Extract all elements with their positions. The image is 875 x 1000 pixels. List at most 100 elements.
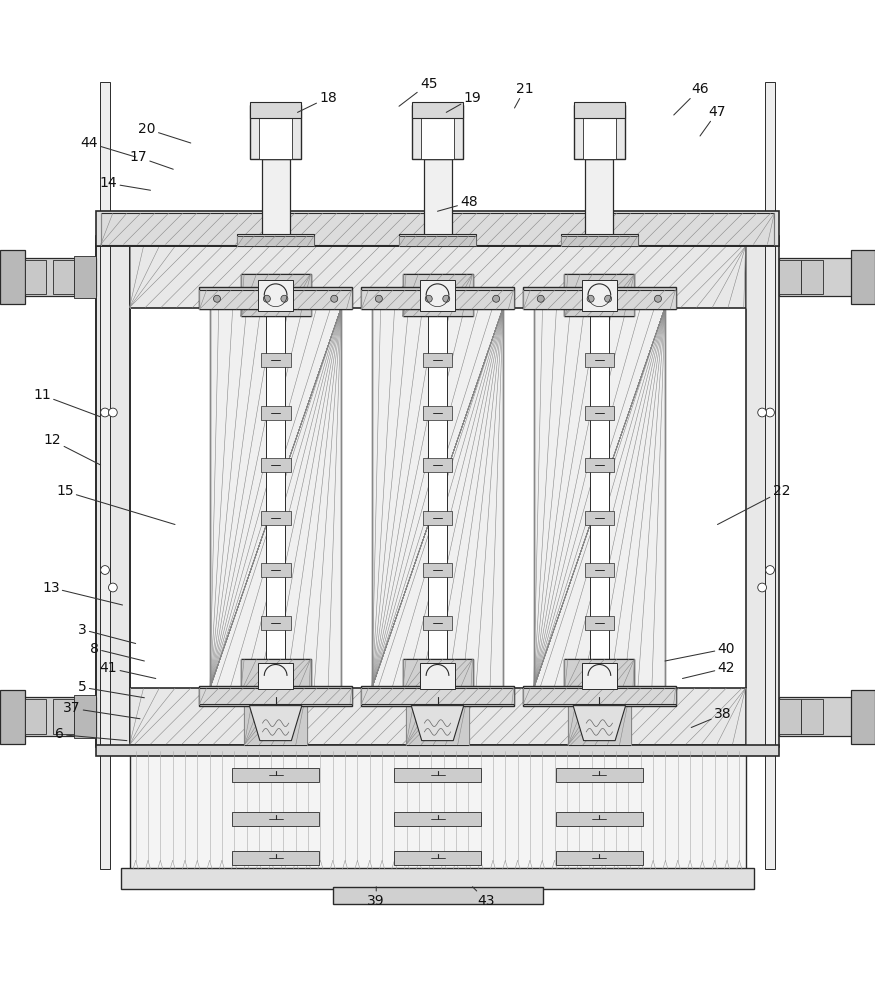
- Circle shape: [214, 295, 220, 302]
- Bar: [850, 250, 875, 304]
- Text: 39: 39: [368, 887, 385, 908]
- Bar: [130, 747, 746, 869]
- Bar: [584, 353, 614, 367]
- Circle shape: [537, 295, 544, 302]
- Bar: [412, 104, 463, 159]
- Bar: [394, 851, 481, 865]
- Bar: [52, 699, 74, 734]
- Text: 37: 37: [63, 701, 140, 719]
- Bar: [200, 287, 352, 309]
- Bar: [801, 699, 822, 734]
- Bar: [101, 213, 774, 244]
- Circle shape: [493, 295, 500, 302]
- Bar: [564, 274, 634, 316]
- Bar: [584, 458, 614, 472]
- Bar: [534, 308, 665, 688]
- Bar: [568, 688, 631, 745]
- Text: 48: 48: [438, 196, 478, 211]
- Bar: [746, 244, 779, 747]
- Bar: [96, 211, 779, 246]
- Circle shape: [766, 408, 774, 417]
- Bar: [232, 768, 319, 782]
- Bar: [428, 303, 447, 692]
- Text: 46: 46: [674, 82, 709, 115]
- Circle shape: [331, 295, 338, 302]
- Bar: [584, 563, 614, 577]
- Bar: [361, 287, 514, 309]
- Bar: [412, 102, 463, 118]
- Circle shape: [605, 295, 612, 302]
- Bar: [850, 690, 875, 744]
- Circle shape: [758, 583, 766, 592]
- Text: 19: 19: [446, 91, 481, 112]
- Bar: [421, 115, 454, 159]
- Text: 45: 45: [399, 77, 438, 106]
- Circle shape: [108, 408, 117, 417]
- Bar: [130, 246, 746, 308]
- Bar: [394, 768, 481, 782]
- Bar: [779, 699, 801, 734]
- Bar: [556, 812, 643, 826]
- Bar: [399, 234, 476, 246]
- Bar: [130, 688, 746, 745]
- Text: 18: 18: [298, 91, 337, 112]
- Bar: [332, 887, 542, 904]
- Text: 47: 47: [700, 104, 726, 136]
- Bar: [402, 274, 472, 316]
- Bar: [779, 258, 875, 296]
- Bar: [262, 159, 290, 236]
- Bar: [74, 695, 96, 738]
- Bar: [121, 867, 754, 888]
- Bar: [582, 663, 617, 689]
- Text: 3: 3: [78, 622, 136, 644]
- Bar: [241, 274, 311, 316]
- Bar: [423, 406, 452, 420]
- Text: 22: 22: [718, 484, 790, 524]
- Text: 5: 5: [78, 680, 144, 698]
- Bar: [96, 745, 779, 756]
- Bar: [237, 234, 314, 246]
- Bar: [564, 274, 634, 316]
- Bar: [250, 102, 301, 118]
- Bar: [523, 290, 676, 309]
- Bar: [372, 308, 503, 688]
- Bar: [779, 260, 801, 294]
- Bar: [584, 406, 614, 420]
- Bar: [0, 258, 96, 296]
- Bar: [582, 279, 617, 311]
- Bar: [241, 274, 311, 316]
- Bar: [100, 82, 110, 869]
- Circle shape: [587, 295, 594, 302]
- Bar: [244, 688, 307, 745]
- Bar: [423, 510, 452, 524]
- Bar: [261, 458, 290, 472]
- Text: 20: 20: [138, 122, 191, 143]
- Bar: [402, 659, 472, 692]
- Text: 14: 14: [100, 176, 150, 190]
- Text: 38: 38: [691, 707, 731, 728]
- Bar: [96, 236, 779, 246]
- Bar: [585, 159, 613, 236]
- Bar: [200, 688, 352, 704]
- Bar: [564, 659, 634, 692]
- Bar: [241, 659, 311, 692]
- Circle shape: [101, 566, 109, 574]
- Bar: [424, 159, 452, 236]
- Text: 40: 40: [665, 642, 735, 661]
- Polygon shape: [411, 706, 464, 741]
- Text: 42: 42: [682, 661, 735, 678]
- Bar: [574, 104, 625, 159]
- Bar: [779, 697, 875, 736]
- Text: 17: 17: [130, 150, 173, 169]
- Text: 12: 12: [44, 434, 101, 465]
- Bar: [561, 234, 638, 246]
- Bar: [420, 279, 455, 311]
- Bar: [200, 290, 352, 309]
- Bar: [564, 659, 634, 692]
- Bar: [583, 115, 616, 159]
- Text: 15: 15: [56, 484, 175, 524]
- Bar: [261, 406, 290, 420]
- Bar: [74, 256, 96, 298]
- Polygon shape: [573, 706, 626, 741]
- Bar: [361, 688, 514, 704]
